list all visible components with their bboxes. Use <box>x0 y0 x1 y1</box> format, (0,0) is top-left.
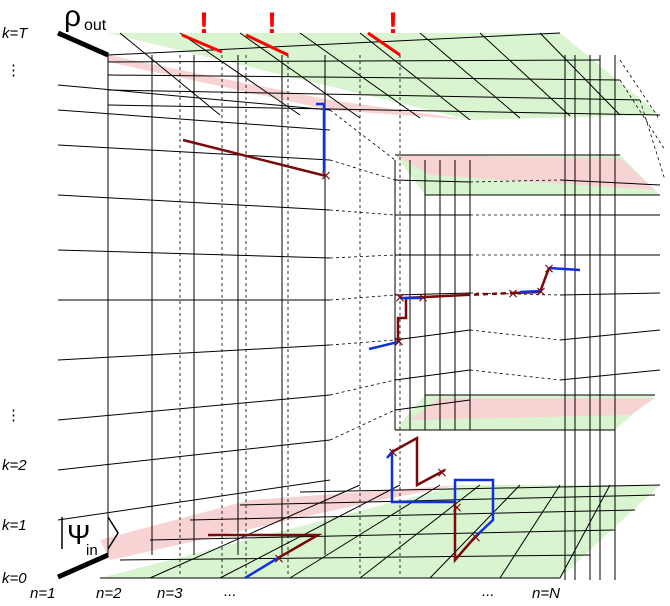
rho-out-boundary <box>56 30 110 58</box>
brown-path-middle <box>396 293 466 342</box>
lower-mid-plane-pink <box>410 398 655 420</box>
top-plane-column-line <box>119 32 221 116</box>
label-k-T: k=T <box>2 25 29 42</box>
label-ellipsis-2: ... <box>482 583 495 600</box>
cross-mid-6: × <box>543 261 555 277</box>
cross-bottom: × <box>273 551 285 567</box>
cross-mid-5: × <box>535 284 547 300</box>
bottom-plane-column-line <box>359 484 481 579</box>
blue-path-upper <box>316 102 326 172</box>
label-n-1: n=1 <box>30 585 55 602</box>
blue-path-bottom <box>244 556 279 580</box>
top-plane-row-line <box>107 104 661 116</box>
dashed-row-line <box>329 409 396 441</box>
right-row-line <box>559 179 661 186</box>
dashed-row-line <box>619 59 661 121</box>
top-plane-column-line <box>359 32 471 121</box>
bottom-plane-column-line <box>149 484 361 579</box>
label-n-2: n=2 <box>96 585 122 602</box>
bottom-plane-row-line <box>239 494 656 506</box>
rho-subscript: out <box>84 17 107 34</box>
bottom-plane-row-line <box>149 529 616 541</box>
measurement-mark-2 <box>245 33 289 57</box>
exclamation-3: ! <box>388 7 398 40</box>
dashed-row-line <box>329 254 396 259</box>
top-plane-row-line <box>107 59 601 63</box>
cross-mid-4: × <box>507 286 519 302</box>
top-plane-column-line <box>479 32 571 117</box>
top-plane-column-line <box>539 32 621 116</box>
bottom-plane-pink <box>100 485 460 560</box>
label-n-N: n=N <box>532 585 560 602</box>
bottom-plane-column-line <box>499 484 561 579</box>
dashed-row-line <box>469 329 561 341</box>
exclamation-2: ! <box>267 7 277 40</box>
dashed-row-line <box>329 159 396 181</box>
inner-row-line <box>394 292 471 296</box>
blue-path-middle-right2 <box>519 289 542 294</box>
top-plane-column-line <box>179 32 301 116</box>
dashed-row-line <box>639 99 666 181</box>
cross-upper: × <box>320 168 332 184</box>
dashed-row-line <box>469 369 561 381</box>
label-ellipsis-1: ... <box>224 583 237 600</box>
cross-low-2: × <box>436 465 448 481</box>
measurement-mark-3 <box>367 31 401 57</box>
brown-path-lower-b <box>453 502 476 564</box>
inner-row-line <box>394 329 471 341</box>
psi-in-boundary <box>56 552 110 580</box>
bottom-plane-column-line <box>429 484 521 579</box>
blue-path-middle-left <box>368 340 399 351</box>
dashed-row-line <box>329 379 396 396</box>
inner-row-line <box>394 369 471 381</box>
right-row-line <box>559 329 661 341</box>
dashed-row-line <box>329 339 396 346</box>
exclamation-1: ! <box>199 7 209 40</box>
inner-row-line <box>394 399 471 411</box>
time-dashed-lines <box>179 55 666 575</box>
bottom-plane-column-line <box>219 484 401 579</box>
top-plane-column-line <box>419 32 521 119</box>
dashed-row-line <box>329 209 396 216</box>
dashed-row-line <box>329 109 396 161</box>
ket-angle <box>107 516 119 550</box>
rho-symbol: ρ <box>64 0 81 33</box>
bottom-plane-green <box>100 485 660 578</box>
label-k-2: k=2 <box>2 457 27 474</box>
right-row-line <box>559 369 661 381</box>
inner-row-line <box>394 179 471 183</box>
measurement-mark-1 <box>181 33 223 54</box>
blue-path-lower-a <box>386 448 495 538</box>
top-plane-column-line <box>239 32 361 119</box>
dashed-row-line <box>329 294 396 301</box>
cross-mid-3: × <box>417 290 429 306</box>
psi-subscript: in <box>86 542 98 559</box>
label-n-3: n=3 <box>157 585 183 602</box>
dashed-row-line <box>619 79 666 151</box>
vdots-top: ⋮ <box>6 62 21 79</box>
top-plane-row-line <box>107 74 621 81</box>
right-row-line <box>559 292 661 296</box>
dashed-path-middle <box>464 291 513 297</box>
brown-path-lower-a <box>391 435 446 488</box>
cross-mid-1: × <box>393 334 405 350</box>
cross-low-3: × <box>451 500 463 516</box>
bottom-plane-column-line <box>559 484 611 579</box>
brown-path-bottom <box>208 533 323 560</box>
vdots-bottom: ⋮ <box>6 407 21 424</box>
cross-low-4: × <box>470 530 482 546</box>
cross-low-1: × <box>387 445 399 461</box>
blue-path-middle-right <box>548 266 581 272</box>
bottom-plane-column-line <box>289 484 441 579</box>
bottom-plane-row-line <box>119 554 591 561</box>
label-k-1: k=1 <box>2 517 27 534</box>
psi-symbol: Ψ <box>67 519 90 550</box>
bottom-plane-row-line <box>189 509 636 521</box>
cross-mid-2: × <box>394 290 406 306</box>
brown-path-upper <box>182 138 327 178</box>
label-k-0: k=0 <box>2 570 27 587</box>
